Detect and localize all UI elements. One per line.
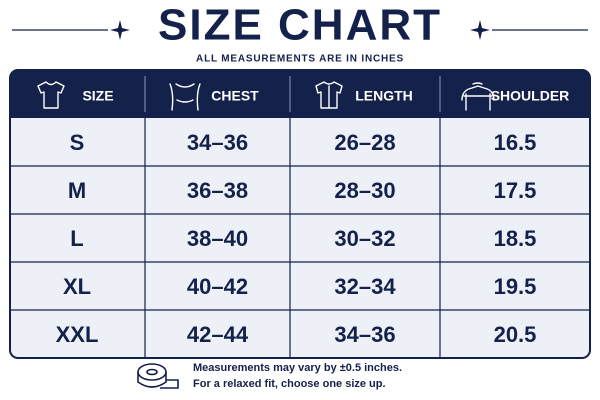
- sparkle: [110, 20, 130, 40]
- column-header: LENGTH: [355, 88, 413, 104]
- measurement: 38–40: [187, 226, 248, 251]
- measurement: 42–44: [187, 322, 249, 347]
- subtitle: ALL MEASUREMENTS ARE IN INCHES: [196, 54, 404, 65]
- measurement: 28–30: [334, 178, 395, 203]
- measurement: 34–36: [334, 322, 395, 347]
- chest-icon: [169, 83, 201, 111]
- column-header: CHEST: [211, 88, 259, 104]
- sparkle: [470, 20, 490, 40]
- size-label: L: [70, 226, 83, 251]
- measurement: 34–36: [187, 130, 248, 155]
- tshirt-icon: [37, 81, 65, 109]
- table-grid: [10, 76, 590, 358]
- size-label: XXL: [56, 322, 99, 347]
- column-header: SHOULDER: [491, 88, 570, 104]
- size-label: M: [68, 178, 86, 203]
- title: SIZE CHART: [158, 1, 442, 50]
- measurement: 32–34: [334, 274, 396, 299]
- measurement: 18.5: [494, 226, 537, 251]
- column-header: SIZE: [82, 88, 113, 104]
- measurement: 26–28: [334, 130, 395, 155]
- size-label: XL: [63, 274, 91, 299]
- footer-note: For a relaxed fit, choose one size up.: [193, 378, 386, 390]
- size-label: S: [70, 130, 85, 155]
- measurement: 17.5: [494, 178, 537, 203]
- measurement: 20.5: [494, 322, 537, 347]
- measurement: 19.5: [494, 274, 537, 299]
- measurement: 16.5: [494, 130, 537, 155]
- measurement: 40–42: [187, 274, 248, 299]
- table-cells: SIZE CHEST LENGTH SHOULDER S 34–36 26–28 16.5 M 3…: [56, 88, 570, 347]
- table-header: [10, 70, 590, 118]
- measurement: 36–38: [187, 178, 248, 203]
- length-icon: [315, 81, 343, 109]
- tape-icon: [137, 363, 179, 389]
- measurement: 30–32: [334, 226, 395, 251]
- shoulder-icon: [461, 82, 495, 111]
- footer-note: Measurements may vary by ±0.5 inches.: [193, 362, 402, 374]
